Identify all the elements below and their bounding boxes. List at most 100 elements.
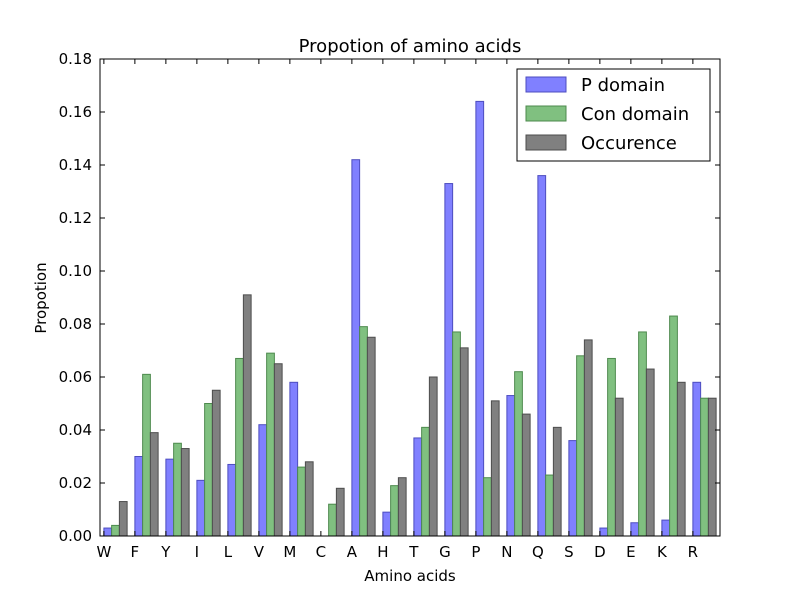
y-tick-label: 0.14 [59,156,92,174]
x-tick-label: W [96,543,111,561]
x-tick-label: K [657,543,668,561]
bar-occurence-i [211,389,221,537]
bar-p-domain-f [134,456,144,537]
bar-occurence-a [366,336,376,537]
bar-p-domain-w [103,527,113,537]
bar-occurence-p [490,400,500,537]
bar-con-domain-d [607,357,616,537]
legend: P domain Con domain Occurence [516,68,711,162]
bar-occurence-q [552,426,562,537]
chart-title: Propotion of amino acids [299,36,522,57]
x-tick-label: E [626,543,635,561]
bar-con-domain-q [545,474,554,537]
bar-occurence-g [459,347,469,537]
x-tick-label: F [131,543,140,561]
bar-p-domain-p [475,100,485,537]
bar-occurence-e [645,368,655,537]
x-tick-label: P [471,543,480,561]
bar-con-domain-v [266,352,275,537]
bar-occurence-l [242,294,252,537]
bar-occurence-y [180,448,190,537]
y-tick-label: 0.04 [59,421,92,439]
bar-con-domain-g [452,331,461,537]
bar-occurence-r [707,397,717,537]
bar-con-domain-t [421,426,430,537]
bar-p-domain-i [196,479,206,537]
y-tick-label: 0.08 [59,315,92,333]
bar-p-domain-t [413,437,423,537]
bar-occurence-w [118,501,128,537]
bar-occurence-k [676,381,686,537]
x-tick-label: H [377,543,388,561]
x-tick-label: R [688,543,698,561]
x-axis-label: Amino acids [364,567,456,585]
legend-label-occurence: Occurence [581,133,677,154]
x-tick-label: N [501,543,512,561]
bar-occurence-s [583,339,593,537]
y-tick-label: 0.02 [59,474,92,492]
bar-con-domain-r [700,397,709,537]
bar-con-domain-c [328,503,337,537]
bar-con-domain-n [514,371,523,537]
bar-con-domain-h [390,485,399,537]
bar-occurence-f [149,432,159,537]
y-tick-label: 0.06 [59,368,92,386]
x-tick-label: A [347,543,358,561]
x-tick-label: C [316,543,326,561]
y-tick-label: 0.00 [59,527,92,545]
bar-con-domain-e [638,331,647,537]
bar-con-domain-f [142,373,151,537]
plot-frame [99,58,721,537]
legend-swatch-con-domain [525,105,567,122]
bar-con-domain-l [235,357,244,537]
bar-occurence-n [521,413,531,537]
bar-p-domain-k [661,519,671,537]
y-axis-ticks: 0.00 0.02 0.04 0.06 0.08 0.10 0.12 0.14 0.16 0.18 [59,50,720,545]
bar-p-domain-g [444,183,454,537]
y-axis-label: Propotion [32,262,50,333]
x-tick-label: L [224,543,233,561]
bar-occurence-t [428,376,438,537]
y-tick-label: 0.12 [59,209,92,227]
y-tick-label: 0.18 [59,50,92,68]
bar-con-domain-a [359,326,368,537]
legend-label-con-domain: Con domain [581,104,689,125]
bar-p-domain-d [599,527,609,537]
legend-swatch-occurence [525,134,567,151]
bar-occurence-h [397,477,407,537]
bar-occurence-v [273,363,283,537]
x-tick-label: G [439,543,451,561]
bar-con-domain-i [204,403,213,537]
bar-con-domain-s [576,355,585,537]
bar-p-domain-m [289,381,299,537]
legend-label-p-domain: P domain [581,75,665,96]
bar-con-domain-y [173,442,182,537]
bar-p-domain-v [258,424,268,537]
x-tick-label: V [254,543,265,561]
bar-p-domain-e [630,522,640,537]
x-tick-label: S [564,543,574,561]
x-tick-label: Q [532,543,544,561]
bar-occurence-m [304,461,314,537]
legend-swatch-p-domain [525,76,567,93]
bar-p-domain-q [537,175,547,537]
y-tick-label: 0.16 [59,103,92,121]
bar-occurence-c [335,487,345,537]
bar-p-domain-l [227,463,237,537]
bar-occurence-d [614,397,624,537]
bar-p-domain-y [165,458,175,537]
x-tick-label: Y [160,543,171,561]
bar-p-domain-n [506,395,516,537]
x-tick-label: D [594,543,606,561]
bar-p-domain-r [692,381,702,537]
x-tick-label: M [283,543,296,561]
bar-con-domain-k [669,315,678,537]
bar-p-domain-a [351,159,361,537]
bar-con-domain-w [111,524,120,537]
y-tick-label: 0.10 [59,262,92,280]
x-tick-label: I [195,543,199,561]
bar-con-domain-m [297,466,306,537]
